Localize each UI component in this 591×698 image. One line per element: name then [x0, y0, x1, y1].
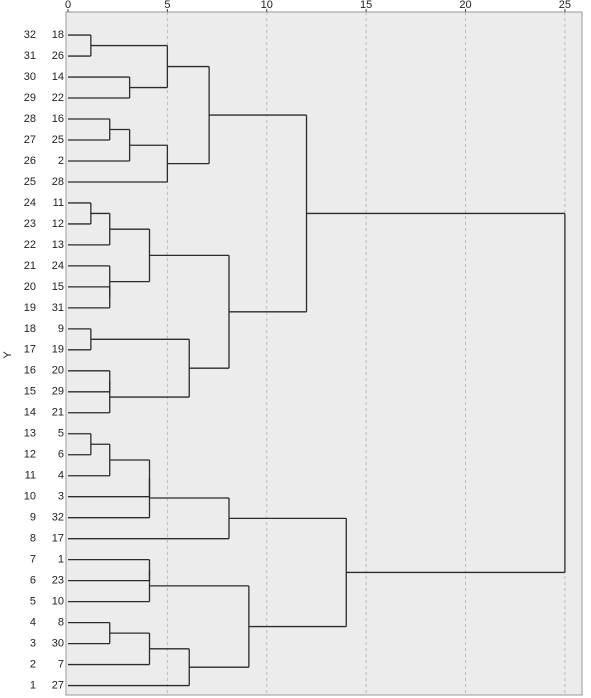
- leaf-label: 11: [53, 197, 64, 209]
- leaf-label: 19: [52, 344, 64, 356]
- row-label: 12: [24, 449, 36, 461]
- leaf-label: 29: [52, 386, 64, 398]
- leaf-label: 7: [58, 658, 64, 670]
- leaf-label: 5: [58, 428, 64, 440]
- leaf-label: 13: [52, 239, 64, 251]
- row-label: 20: [24, 281, 36, 293]
- row-label: 17: [24, 344, 36, 356]
- leaf-label: 8: [58, 617, 64, 629]
- x-tick-label: 25: [559, 0, 571, 11]
- row-label: 21: [24, 260, 36, 272]
- x-tick-label: 5: [164, 0, 170, 11]
- row-label: 26: [24, 155, 36, 167]
- leaf-label: 4: [58, 470, 64, 482]
- leaf-label: 12: [52, 218, 64, 230]
- row-label: 3: [30, 637, 36, 649]
- row-label: 18: [24, 323, 36, 335]
- row-label: 14: [24, 407, 36, 419]
- row-label: 25: [24, 176, 36, 188]
- leaf-label: 26: [52, 50, 64, 62]
- leaf-label: 28: [52, 176, 64, 188]
- row-label: 30: [24, 71, 36, 83]
- leaf-label: 1: [58, 554, 64, 566]
- leaf-label: 30: [52, 637, 64, 649]
- leaf-label: 14: [52, 71, 64, 83]
- leaf-label: 31: [52, 302, 64, 314]
- row-label: 13: [24, 428, 36, 440]
- row-label: 28: [24, 113, 36, 125]
- row-label: 29: [24, 92, 36, 104]
- row-label: 32: [24, 29, 36, 41]
- x-tick-label: 10: [261, 0, 273, 11]
- row-label: 16: [24, 365, 36, 377]
- leaf-label: 27: [52, 679, 64, 691]
- row-label: 6: [30, 575, 36, 587]
- row-label: 15: [24, 386, 36, 398]
- leaf-label: 20: [52, 365, 64, 377]
- row-label: 23: [24, 218, 36, 230]
- leaf-label: 21: [52, 407, 64, 419]
- row-label: 9: [30, 512, 36, 524]
- row-label: 4: [30, 617, 36, 629]
- plot-area: [65, 11, 583, 696]
- row-label: 1: [30, 679, 36, 691]
- leaf-label: 24: [52, 260, 64, 272]
- leaf-label: 15: [52, 281, 64, 293]
- row-label: 2: [30, 658, 36, 670]
- leaf-label: 10: [52, 596, 64, 608]
- leaf-label: 17: [52, 533, 64, 545]
- leaf-label: 25: [52, 134, 64, 146]
- row-label: 27: [24, 134, 36, 146]
- row-label: 10: [24, 491, 36, 503]
- row-label: 22: [24, 239, 36, 251]
- row-label: 8: [30, 533, 36, 545]
- y-axis-title: Y: [2, 351, 14, 359]
- row-label: 19: [24, 302, 36, 314]
- x-tick-label: 15: [360, 0, 372, 11]
- x-tick-label: 20: [459, 0, 471, 11]
- leaf-label: 3: [58, 491, 64, 503]
- leaf-label: 9: [58, 323, 64, 335]
- row-label: 31: [24, 50, 36, 62]
- row-label: 5: [30, 596, 36, 608]
- row-label: 11: [25, 470, 36, 482]
- leaf-label: 6: [58, 449, 64, 461]
- leaf-label: 22: [52, 92, 64, 104]
- leaf-label: 32: [52, 512, 64, 524]
- leaf-label: 16: [52, 113, 64, 125]
- row-label: 24: [24, 197, 36, 209]
- leaf-label: 2: [58, 155, 64, 167]
- x-tick-label: 0: [65, 0, 71, 11]
- leaf-label: 18: [52, 29, 64, 41]
- leaf-label: 23: [52, 575, 64, 587]
- row-label: 7: [30, 554, 36, 566]
